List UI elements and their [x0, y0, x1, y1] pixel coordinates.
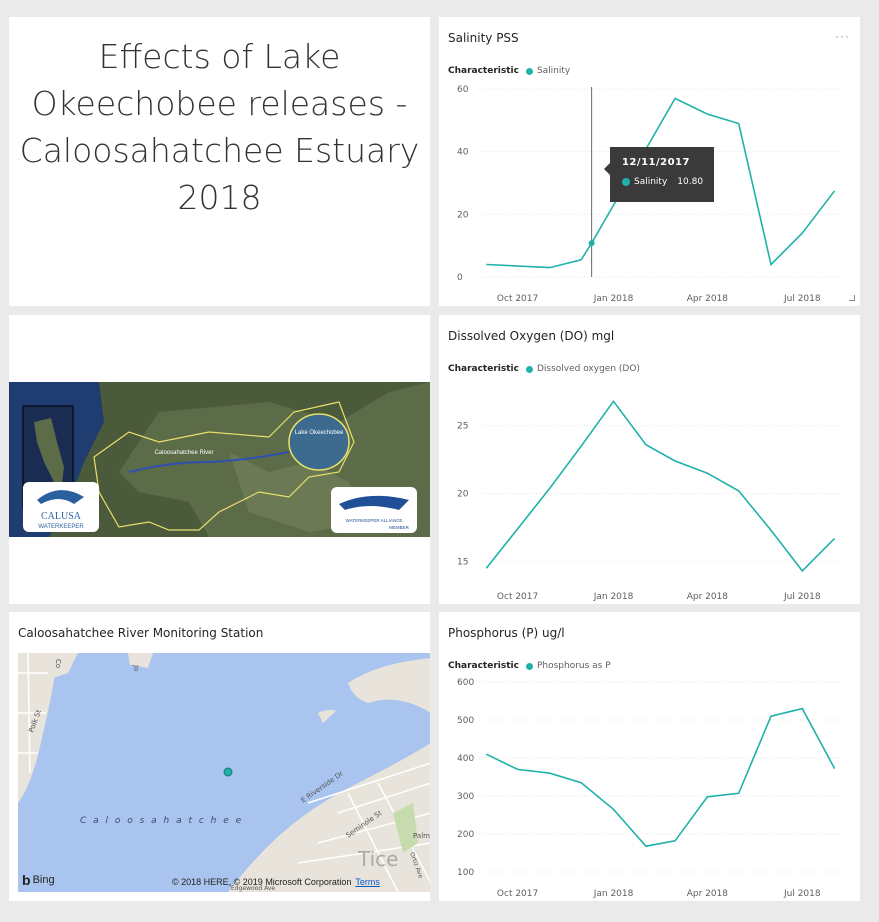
- bing-icon: b: [22, 872, 31, 888]
- tooltip-value: 10.80: [677, 177, 704, 187]
- map-copyright: © 2018 HERE, © 2019 Microsoft Corporatio…: [172, 877, 380, 887]
- calusa-logo-text: CALUSA: [41, 511, 82, 522]
- legend-series-label[interactable]: Phosphorus as P: [536, 661, 611, 671]
- y-tick-label: 60: [457, 85, 469, 95]
- legend-label: Characteristic: [448, 364, 519, 374]
- series-line: [485, 399, 836, 573]
- map-image-tile[interactable]: CALUSA WATERKEEPER WATERKEEPER ALLIANCE …: [9, 315, 430, 604]
- river-label: Caloosahatchee River: [154, 450, 213, 456]
- resize-handle-icon[interactable]: [849, 295, 855, 301]
- street-palm: Palm: [413, 832, 430, 840]
- tooltip-series: Salinity: [634, 177, 668, 187]
- copyright-text: © 2018 HERE, © 2019 Microsoft Corporatio…: [172, 877, 352, 887]
- y-tick-label: 0: [457, 273, 463, 283]
- y-tick-label: 500: [457, 716, 474, 726]
- x-tick-label: Oct 2017: [497, 889, 538, 899]
- do-chart[interactable]: 15 20 25 Oct 2017 Jan 2018 Apr 2018 Jul 2018: [439, 315, 860, 604]
- legend-label: Characteristic: [448, 66, 519, 76]
- x-tick-label: Jan 2018: [593, 889, 634, 899]
- x-tick-label: Apr 2018: [687, 889, 729, 899]
- alliance-logo-text: WATERKEEPER ALLIANCE: [346, 518, 403, 523]
- lake-label: Lake Okeechobee: [295, 430, 344, 436]
- do-tile[interactable]: Dissolved Oxygen (DO) mgl Characteristic…: [439, 315, 860, 604]
- y-tick-label: 25: [457, 422, 468, 432]
- x-tick-label: Apr 2018: [687, 592, 729, 602]
- phosphorus-legend: Characteristic Phosphorus as P: [448, 661, 611, 671]
- y-tick-label: 20: [457, 490, 469, 500]
- dashboard-title: Effects of Lake Okeechobee releases - Ca…: [19, 37, 420, 217]
- salinity-chart[interactable]: 0 20 40 60 Oct 2017 Jan 2018 Apr 2018 Jul 2018: [439, 17, 860, 306]
- y-tick-label: 400: [457, 754, 474, 764]
- tooltip-date: 12/11/2017: [622, 157, 690, 168]
- series-line: [486, 97, 836, 269]
- terms-link[interactable]: Terms: [355, 877, 380, 887]
- do-legend: Characteristic Dissolved oxygen (DO): [448, 364, 640, 374]
- y-tick-label: 15: [457, 557, 468, 567]
- x-tick-label: Jul 2018: [783, 294, 821, 304]
- more-options-icon[interactable]: ···: [835, 29, 850, 43]
- series-line: [485, 707, 836, 848]
- caloosahatchee-watershed-map: CALUSA WATERKEEPER WATERKEEPER ALLIANCE …: [9, 382, 430, 537]
- x-tick-label: Oct 2017: [497, 294, 538, 304]
- hover-point: [588, 240, 595, 247]
- salinity-tile[interactable]: Salinity PSS ··· Characteristic Salinity…: [439, 17, 860, 306]
- bing-logo[interactable]: b Bing: [22, 872, 55, 888]
- bing-label: Bing: [32, 874, 55, 886]
- x-tick-label: Jul 2018: [783, 592, 821, 602]
- x-tick-label: Jan 2018: [593, 294, 634, 304]
- y-tick-label: 200: [457, 830, 474, 840]
- legend-series-label[interactable]: Salinity: [536, 66, 571, 76]
- y-tick-label: 100: [457, 868, 474, 878]
- street-co: Co: [54, 659, 62, 668]
- tooltip-row: Salinity 10.80: [622, 177, 703, 187]
- x-tick-label: Jan 2018: [593, 592, 634, 602]
- do-title: Dissolved Oxygen (DO) mgl: [448, 329, 615, 343]
- x-tick-label: Oct 2017: [497, 592, 538, 602]
- legend-dot: [525, 662, 533, 670]
- salinity-title: Salinity PSS: [448, 31, 519, 45]
- station-marker-icon[interactable]: [223, 767, 233, 777]
- phosphorus-tile[interactable]: Phosphorus (P) ug/l Characteristic Phosp…: [439, 612, 860, 901]
- salinity-tooltip: 12/11/2017 Salinity 10.80: [604, 147, 714, 202]
- phosphorus-chart[interactable]: 100 200 300 400 500 600 Oct 2017 Jan 2018 Apr 20…: [439, 612, 860, 901]
- tooltip-dot: [622, 178, 630, 186]
- y-tick-label: 40: [457, 148, 469, 158]
- street-edgewood: Edgewood Ave: [231, 885, 275, 892]
- legend-series-label[interactable]: Dissolved oxygen (DO): [536, 364, 640, 374]
- y-tick-label: 600: [457, 678, 474, 688]
- place-tice: Tice: [357, 847, 398, 871]
- x-tick-label: Jul 2018: [783, 889, 821, 899]
- legend-dot: [525, 67, 533, 75]
- y-tick-label: 20: [457, 210, 469, 220]
- station-map[interactable]: C a l o o s a h a t c h e e E Riverside …: [18, 653, 430, 892]
- title-tile[interactable]: Effects of Lake Okeechobee releases - Ca…: [9, 17, 430, 306]
- waterkeeper-logo-text: WATERKEEPER: [38, 524, 84, 530]
- salinity-legend: Characteristic Salinity: [448, 66, 570, 76]
- legend-label: Characteristic: [448, 661, 519, 671]
- street-jo: Jo: [132, 664, 140, 671]
- phosphorus-title: Phosphorus (P) ug/l: [448, 626, 565, 640]
- member-logo-text: MEMBER: [389, 525, 410, 530]
- tooltip-arrow: [604, 163, 610, 175]
- x-tick-label: Apr 2018: [687, 294, 729, 304]
- station-title: Caloosahatchee River Monitoring Station: [18, 626, 264, 640]
- station-tile[interactable]: Caloosahatchee River Monitoring Station …: [9, 612, 430, 901]
- y-tick-label: 300: [457, 792, 474, 802]
- river-map-label: C a l o o s a h a t c h e e: [80, 816, 243, 826]
- legend-dot: [525, 365, 533, 373]
